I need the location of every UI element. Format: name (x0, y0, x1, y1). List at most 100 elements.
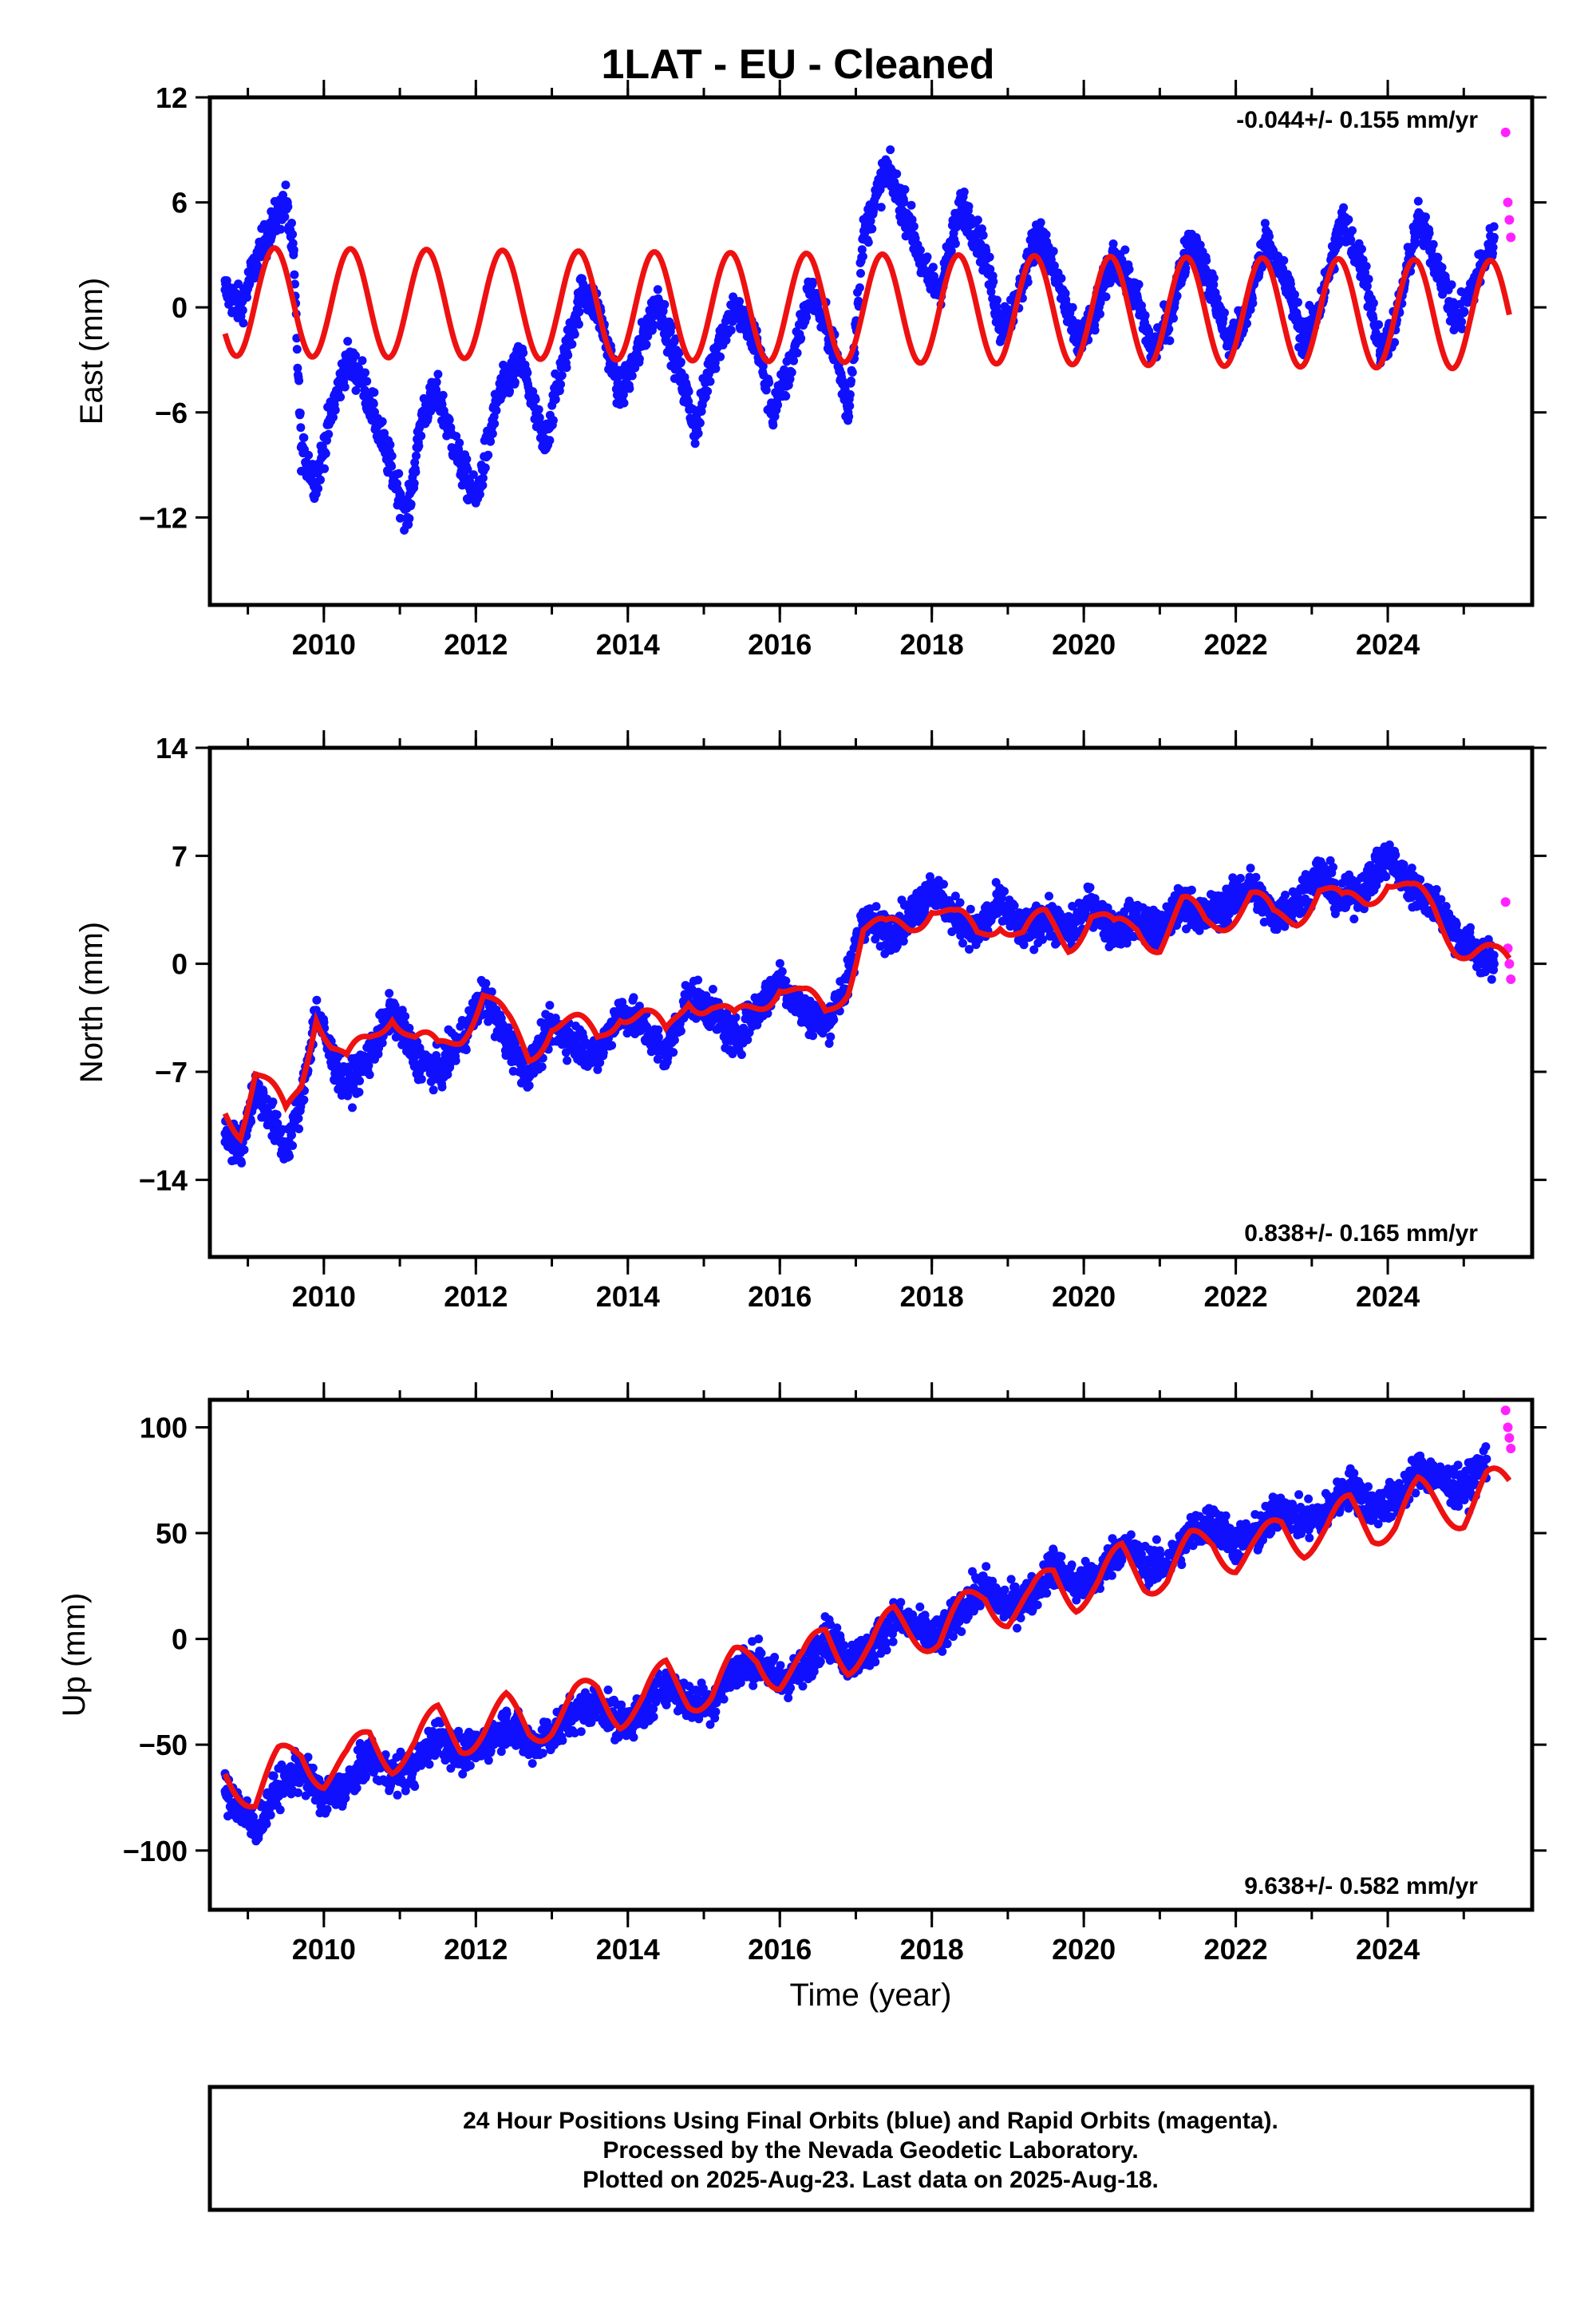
east-final-point (1186, 232, 1195, 242)
east-final-point (1284, 285, 1294, 294)
east-final-point (1411, 239, 1420, 248)
east-final-point (958, 198, 967, 207)
north-final-point (481, 978, 491, 988)
east-final-point (243, 293, 251, 302)
y-tick-label: 6 (172, 187, 188, 219)
east-final-point (414, 441, 424, 451)
east-final-point (876, 203, 886, 212)
east-final-point (358, 356, 367, 366)
east-final-point (695, 418, 705, 428)
north-final-point (654, 1033, 663, 1042)
north-final-point (737, 1050, 746, 1059)
east-final-point (1489, 232, 1499, 242)
east-final-point (534, 405, 543, 414)
east-final-point (266, 224, 275, 233)
east-final-point (1132, 294, 1142, 303)
east-final-point (808, 278, 818, 287)
east-final-point (505, 386, 515, 396)
east-final-point (796, 334, 806, 343)
east-final-point (369, 388, 379, 397)
east-final-point (290, 270, 299, 279)
north-final-point (607, 1041, 617, 1050)
east-final-point (764, 377, 774, 387)
east-final-point (484, 450, 493, 460)
north-final-point (461, 1045, 471, 1054)
east-final-point (539, 443, 549, 453)
north-final-point (294, 1113, 303, 1123)
east-final-point (1072, 338, 1081, 347)
east-final-point (907, 200, 916, 210)
east-final-point (838, 377, 847, 386)
north-final-point (775, 958, 784, 968)
east-final-point (1433, 253, 1443, 263)
east-final-point (289, 250, 298, 259)
east-final-point (575, 307, 584, 317)
east-final-point (276, 224, 286, 234)
east-final-point (1344, 215, 1353, 224)
east-final-point (1488, 243, 1498, 252)
east-final-point (1357, 244, 1366, 254)
north-panel: 2010 2012 2014 2016 2018 2020 2022 20241470−7−1… (74, 730, 1547, 1313)
east-final-point (570, 330, 579, 339)
east-final-point (964, 202, 974, 211)
north-final-point (669, 1048, 678, 1057)
north-final-point (417, 1074, 426, 1084)
east-final-point (1369, 314, 1378, 323)
figure-title: 1LAT - EU - Cleaned (601, 41, 994, 88)
east-final-point (1413, 215, 1423, 224)
east-final-point (468, 470, 478, 480)
east-final-point (915, 245, 925, 255)
east-rate-label: -0.044+/- 0.155 mm/yr (1236, 107, 1478, 133)
east-final-point (980, 250, 990, 259)
east-final-point (1361, 267, 1369, 277)
east-final-point (946, 246, 956, 255)
east-final-point (220, 285, 230, 294)
east-final-point (690, 439, 700, 449)
east-final-point (866, 216, 875, 226)
north-final-point (826, 1032, 836, 1041)
east-final-point (1364, 275, 1373, 284)
north-final-point (273, 1119, 282, 1128)
east-final-point (783, 373, 792, 382)
east-final-point (1390, 338, 1400, 347)
east-final-point (705, 377, 715, 386)
east-final-point (343, 337, 353, 346)
east-final-point (992, 295, 1001, 305)
east-final-point (292, 345, 302, 354)
east-final-points (220, 145, 1499, 535)
x-tick-label: 2024 (1356, 628, 1420, 661)
north-final-point (777, 966, 787, 976)
east-final-point (1424, 228, 1434, 238)
east-final-point (1376, 346, 1385, 356)
north-final-point (1029, 945, 1039, 954)
east-final-point (919, 267, 929, 277)
east-final-point (630, 355, 640, 365)
east-final-point (406, 500, 416, 509)
east-final-point (387, 451, 397, 460)
north-final-point (1000, 887, 1009, 896)
east-final-point (721, 335, 731, 345)
east-final-point (545, 436, 555, 445)
east-final-point (1108, 239, 1118, 248)
east-final-point (444, 415, 454, 425)
north-final-point (451, 1056, 460, 1065)
east-final-point (562, 363, 571, 373)
east-final-point (1460, 307, 1469, 317)
east-final-point (615, 390, 625, 400)
north-final-point (899, 936, 908, 946)
east-final-point (995, 320, 1005, 330)
east-final-point (1134, 279, 1144, 289)
north-final-point (1019, 940, 1029, 950)
east-final-point (396, 513, 405, 523)
east-final-point (280, 212, 290, 222)
east-y-axis-label: East (mm) (74, 278, 109, 425)
east-final-point (642, 340, 651, 350)
north-final-point (743, 1035, 753, 1045)
east-final-point (387, 461, 397, 471)
east-final-point (293, 363, 302, 373)
east-final-point (1339, 203, 1349, 212)
north-final-point (593, 1065, 602, 1074)
north-final-point (237, 1158, 247, 1168)
north-final-point (808, 1031, 818, 1041)
east-final-point (433, 370, 443, 379)
